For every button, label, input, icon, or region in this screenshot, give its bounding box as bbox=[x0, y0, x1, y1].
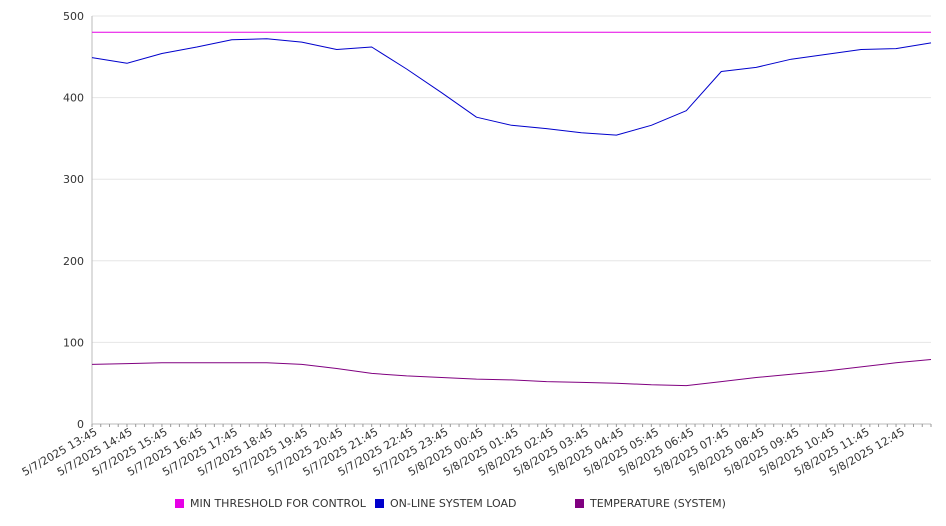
y-tick-label-200: 200 bbox=[63, 255, 84, 268]
legend-swatch-load bbox=[375, 499, 384, 508]
chart-legend: MIN THRESHOLD FOR CONTROL ON-LINE SYSTEM… bbox=[0, 497, 946, 515]
y-tick-label-100: 100 bbox=[63, 336, 84, 349]
y-tick-label-300: 300 bbox=[63, 173, 84, 186]
y-tick-label-500: 500 bbox=[63, 10, 84, 23]
legend-label-load: ON-LINE SYSTEM LOAD bbox=[390, 497, 517, 510]
series-line-2 bbox=[91, 359, 932, 387]
legend-label-temperature: TEMPERATURE (SYSTEM) bbox=[590, 497, 726, 510]
legend-swatch-temperature bbox=[575, 499, 584, 508]
series-line-1 bbox=[91, 38, 932, 136]
legend-item-threshold[interactable]: MIN THRESHOLD FOR CONTROL bbox=[175, 497, 366, 510]
y-tick-label-0: 0 bbox=[77, 418, 84, 431]
legend-item-temperature[interactable]: TEMPERATURE (SYSTEM) bbox=[575, 497, 726, 510]
legend-swatch-threshold bbox=[175, 499, 184, 508]
legend-label-threshold: MIN THRESHOLD FOR CONTROL bbox=[190, 497, 366, 510]
legend-item-load[interactable]: ON-LINE SYSTEM LOAD bbox=[375, 497, 516, 510]
y-tick-label-400: 400 bbox=[63, 92, 84, 105]
